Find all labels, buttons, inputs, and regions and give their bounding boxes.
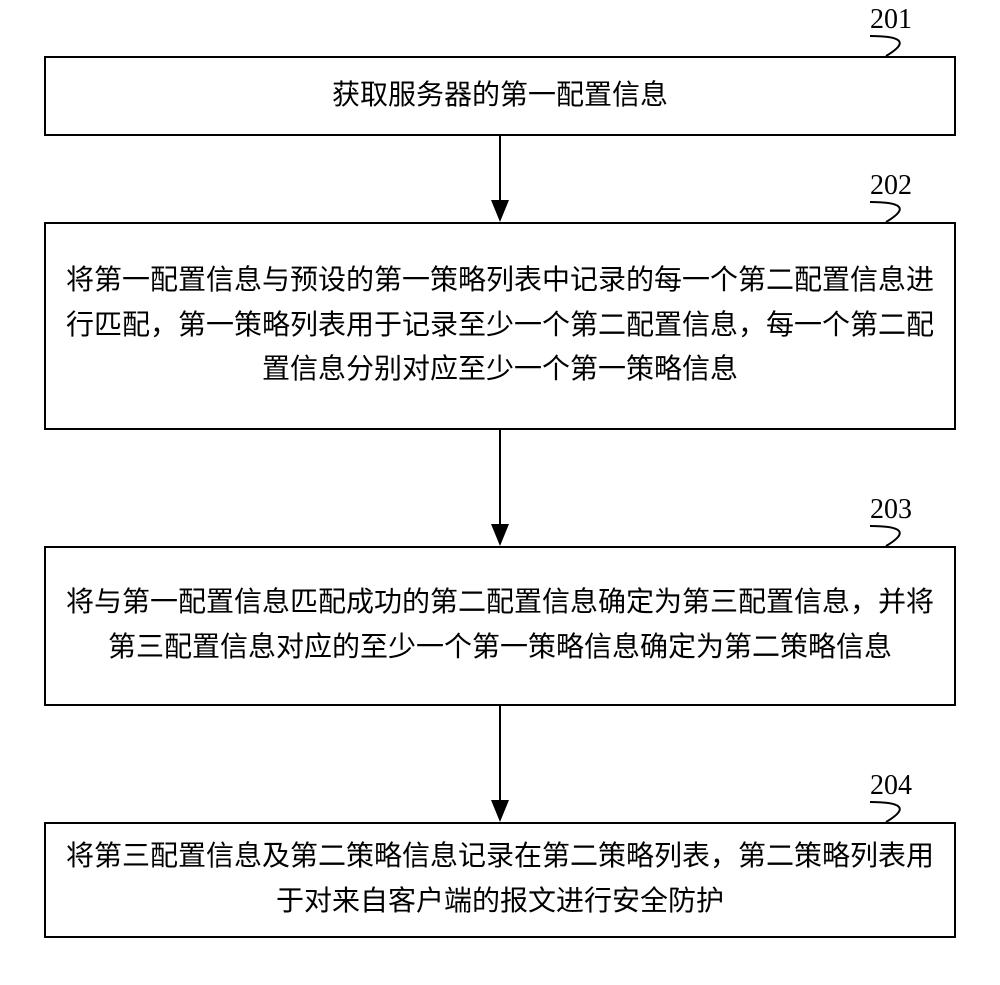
flowchart-node-text: 将第一配置信息与预设的第一策略列表中记录的每一个第二配置信息进行匹配，第一策略列… <box>66 259 934 393</box>
flowchart-step-label: 201 <box>870 4 912 36</box>
flowchart-node-text: 获取服务器的第一配置信息 <box>66 74 934 119</box>
flowchart-node-text: 将第三配置信息及第二策略信息记录在第二策略列表，第二策略列表用于对来自客户端的报… <box>66 835 934 925</box>
flowchart-node-202: 将第一配置信息与预设的第一策略列表中记录的每一个第二配置信息进行匹配，第一策略列… <box>44 222 956 430</box>
flowchart-step-label: 204 <box>870 770 912 802</box>
flowchart-node-text: 将与第一配置信息匹配成功的第二配置信息确定为第三配置信息，并将第三配置信息对应的… <box>66 581 934 671</box>
flowchart-node-204: 将第三配置信息及第二策略信息记录在第二策略列表，第二策略列表用于对来自客户端的报… <box>44 822 956 938</box>
flowchart-canvas: 获取服务器的第一配置信息 201 将第一配置信息与预设的第一策略列表中记录的每一个第… <box>0 0 1000 985</box>
flowchart-step-label: 202 <box>870 170 912 202</box>
flowchart-node-203: 将与第一配置信息匹配成功的第二配置信息确定为第三配置信息，并将第三配置信息对应的… <box>44 546 956 706</box>
flowchart-step-label: 203 <box>870 494 912 526</box>
flowchart-node-201: 获取服务器的第一配置信息 <box>44 56 956 136</box>
